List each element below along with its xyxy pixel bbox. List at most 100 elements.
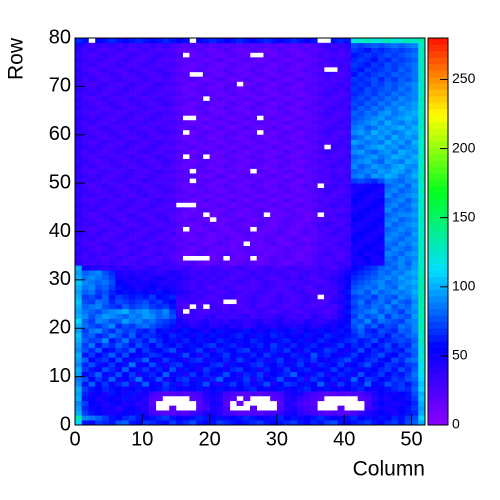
- heat-cell: [411, 347, 419, 353]
- heat-cell: [256, 246, 264, 252]
- heat-cell: [250, 415, 258, 421]
- heat-cell: [209, 129, 217, 136]
- heat-cell: [357, 275, 365, 281]
- heat-cell: [290, 91, 298, 97]
- heat-cell: [128, 67, 136, 73]
- heat-cell: [263, 67, 271, 73]
- heat-cell: [404, 284, 412, 290]
- heat-cell: [175, 415, 183, 421]
- heat-cell: [162, 100, 170, 107]
- heat-cell: [135, 304, 143, 310]
- color-bar-segment: [428, 179, 448, 187]
- heat-cell: [189, 236, 197, 242]
- heat-cell: [398, 71, 406, 77]
- heat-cell: [236, 376, 244, 382]
- heat-cell: [398, 304, 406, 310]
- heat-cell: [290, 76, 298, 82]
- heat-cell: [398, 231, 406, 237]
- heat-cell: [88, 192, 96, 198]
- heat-cell: [128, 371, 136, 377]
- heat-cell: [418, 81, 426, 87]
- heat-cell: [337, 362, 345, 368]
- heat-cell: [330, 265, 338, 271]
- heat-cell: [101, 337, 109, 344]
- heat-cell: [236, 328, 244, 334]
- heat-cell: [189, 284, 197, 290]
- heat-cell: [229, 342, 237, 348]
- heat-cell: [216, 279, 224, 286]
- heat-cell: [216, 81, 224, 87]
- heat-cell: [270, 415, 278, 421]
- heat-cell: [256, 337, 264, 344]
- heat-cell: [162, 284, 170, 290]
- heat-cell: [216, 231, 224, 237]
- heat-cell: [250, 149, 258, 155]
- heat-cell: [216, 178, 224, 184]
- heat-cell: [350, 91, 358, 97]
- heat-cell: [297, 289, 305, 295]
- heat-cell: [189, 299, 197, 305]
- heat-cell: [418, 38, 426, 44]
- heat-cell: [337, 231, 345, 237]
- heat-cell: [162, 231, 170, 237]
- heat-cell: [297, 391, 305, 397]
- heat-cell: [303, 125, 311, 131]
- heat-cell: [88, 105, 96, 111]
- heat-cell: [418, 265, 426, 271]
- heat-cell: [101, 212, 109, 218]
- heat-cell: [250, 173, 258, 179]
- heat-cell: [81, 96, 89, 102]
- heat-cell: [371, 71, 379, 77]
- heat-cell: [357, 270, 365, 276]
- heat-cell: [81, 226, 89, 232]
- heat-cell: [155, 183, 163, 189]
- heat-cell: [95, 391, 103, 397]
- heat-cell: [81, 115, 89, 121]
- heat-cell: [182, 96, 190, 102]
- heat-cell: [229, 187, 237, 194]
- heat-cell: [169, 207, 177, 213]
- heat-cell: [243, 323, 251, 329]
- heat-cell: [384, 362, 392, 368]
- heat-cell: [101, 270, 109, 276]
- heat-cell: [75, 115, 83, 121]
- heat-cell: [377, 294, 385, 300]
- heat-cell: [88, 347, 96, 353]
- heat-cell: [324, 173, 332, 179]
- heat-cell: [149, 221, 157, 227]
- heat-cell: [411, 149, 419, 155]
- heat-cell: [350, 250, 358, 256]
- heat-cell: [411, 110, 419, 116]
- heat-cell: [337, 216, 345, 223]
- heat-cell: [411, 221, 419, 227]
- heat-cell: [169, 183, 177, 189]
- heat-cell: [303, 420, 311, 426]
- heat-cell: [182, 275, 190, 281]
- heat-cell: [263, 202, 271, 208]
- heat-cell: [337, 100, 345, 107]
- heat-cell: [95, 318, 103, 324]
- heat-cell: [276, 91, 284, 97]
- heat-cell: [236, 144, 244, 150]
- x-tick-label: 10: [131, 428, 153, 450]
- heat-cell: [310, 357, 318, 363]
- heat-cell: [223, 52, 231, 58]
- heat-cell: [95, 129, 103, 136]
- heat-cell: [344, 415, 352, 421]
- heat-cell: [418, 371, 426, 377]
- heat-cell: [142, 366, 150, 373]
- heat-cell: [357, 110, 365, 116]
- heat-cell: [115, 362, 123, 368]
- heat-cell: [411, 42, 419, 48]
- heat-cell: [95, 115, 103, 121]
- heat-cell: [115, 284, 123, 290]
- heat-cell: [310, 202, 318, 208]
- heat-cell: [398, 381, 406, 387]
- heat-cell: [149, 260, 157, 266]
- heat-cell: [391, 192, 399, 198]
- heat-cell: [101, 289, 109, 295]
- heat-cell: [142, 400, 150, 406]
- heat-cell: [149, 405, 157, 411]
- heat-cell: [196, 100, 204, 107]
